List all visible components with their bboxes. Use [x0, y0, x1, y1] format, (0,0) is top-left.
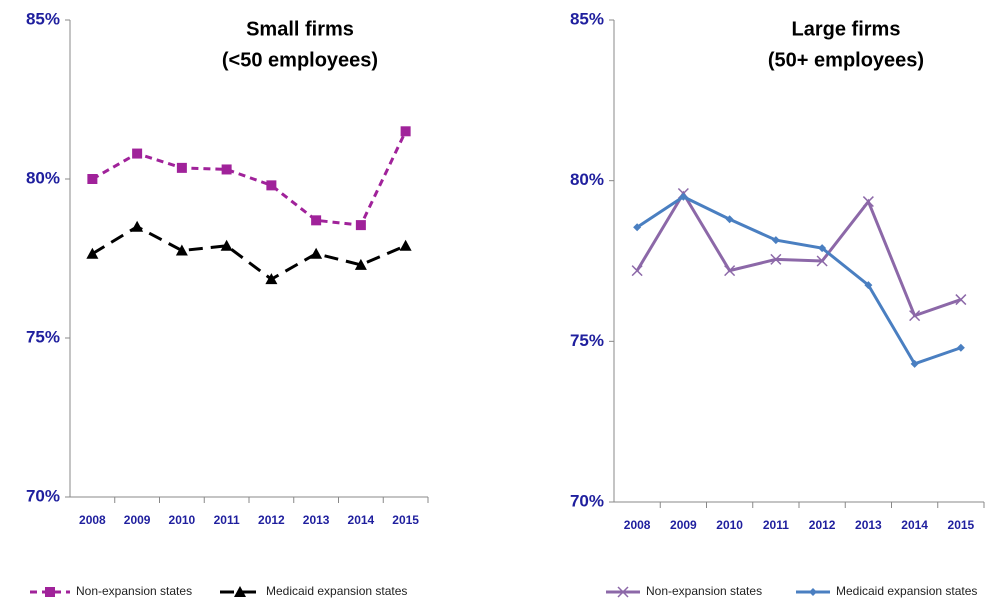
- x-tick-label: 2012: [809, 518, 836, 532]
- x-tick-label: 2014: [901, 518, 928, 532]
- marker: [864, 281, 873, 290]
- marker: [617, 586, 629, 598]
- x-tick-label: 2010: [716, 518, 743, 532]
- x-tick-label: 2008: [79, 513, 106, 527]
- marker: [725, 215, 734, 224]
- x-tick-label: 2012: [258, 513, 285, 527]
- legend-label: Non-expansion states: [646, 584, 762, 598]
- x-tick-label: 2013: [855, 518, 882, 532]
- x-tick-label: 2011: [214, 513, 240, 527]
- marker: [770, 253, 782, 265]
- y-tick-label: 70%: [570, 491, 604, 510]
- legend-label: Non-expansion states: [76, 584, 192, 598]
- chart-title: Large firms: [792, 18, 901, 40]
- marker: [354, 258, 367, 270]
- y-tick-label: 75%: [570, 331, 604, 350]
- chart-subtitle: (<50 employees): [222, 49, 378, 71]
- marker: [86, 247, 99, 259]
- x-tick-label: 2015: [948, 518, 975, 532]
- y-tick-label: 85%: [26, 9, 60, 28]
- marker: [266, 180, 277, 191]
- marker: [400, 126, 411, 137]
- line-series: [636, 195, 962, 366]
- marker: [631, 265, 643, 277]
- y-tick-label: 75%: [26, 327, 60, 346]
- marker: [311, 215, 322, 226]
- marker: [265, 273, 278, 285]
- line-series: [635, 190, 962, 318]
- marker: [234, 586, 246, 597]
- marker: [771, 236, 780, 245]
- x-tick-label: 2011: [763, 518, 789, 532]
- marker: [176, 162, 187, 173]
- line-series: [91, 224, 407, 281]
- marker: [633, 223, 642, 232]
- y-tick-label: 85%: [570, 9, 604, 28]
- y-tick-label: 80%: [570, 170, 604, 189]
- marker: [910, 359, 919, 368]
- marker: [87, 174, 98, 184]
- marker: [862, 196, 874, 208]
- x-tick-label: 2009: [670, 518, 697, 532]
- marker: [809, 588, 817, 596]
- marker: [45, 587, 55, 597]
- y-tick-label: 80%: [26, 168, 60, 187]
- marker: [816, 255, 828, 267]
- line-series: [91, 130, 407, 227]
- marker: [220, 239, 233, 251]
- marker: [175, 244, 188, 256]
- marker: [310, 247, 323, 259]
- x-tick-label: 2013: [303, 513, 330, 527]
- chart-subtitle: (50+ employees): [768, 49, 924, 71]
- legend-label: Medicaid expansion states: [266, 584, 407, 598]
- marker: [355, 220, 366, 231]
- marker: [132, 148, 143, 159]
- x-tick-label: 2015: [392, 513, 419, 527]
- marker: [956, 343, 965, 352]
- marker: [679, 192, 688, 201]
- y-tick-label: 70%: [26, 486, 60, 505]
- marker: [724, 265, 736, 277]
- x-tick-label: 2014: [348, 513, 375, 527]
- legend-label: Medicaid expansion states: [836, 584, 977, 598]
- marker: [818, 244, 827, 253]
- x-tick-label: 2009: [124, 513, 151, 527]
- marker: [955, 294, 967, 306]
- marker: [909, 310, 921, 322]
- chart-title: Small firms: [246, 18, 354, 40]
- marker: [399, 239, 412, 251]
- marker: [221, 164, 232, 175]
- marker: [131, 220, 144, 232]
- x-tick-label: 2008: [624, 518, 651, 532]
- x-tick-label: 2010: [169, 513, 196, 527]
